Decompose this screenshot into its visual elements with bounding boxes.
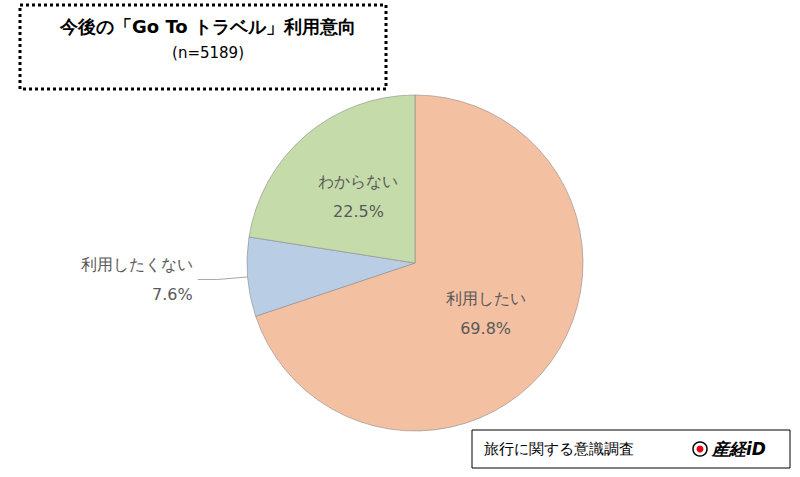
svg-text:7.6%: 7.6% bbox=[152, 285, 193, 304]
svg-text:わからない: わからない bbox=[318, 172, 398, 191]
svg-text:(n=5189): (n=5189) bbox=[172, 44, 244, 62]
svg-text:22.5%: 22.5% bbox=[333, 202, 384, 221]
svg-text:産経iD: 産経iD bbox=[711, 439, 766, 459]
svg-text:今後の「Go To トラベル」利用意向: 今後の「Go To トラベル」利用意向 bbox=[59, 16, 356, 37]
svg-text:旅行に関する意識調査: 旅行に関する意識調査 bbox=[484, 440, 634, 458]
svg-text:69.8%: 69.8% bbox=[460, 319, 511, 338]
svg-text:利用したい: 利用したい bbox=[446, 289, 526, 308]
svg-text:利用したくない: 利用したくない bbox=[81, 255, 193, 274]
